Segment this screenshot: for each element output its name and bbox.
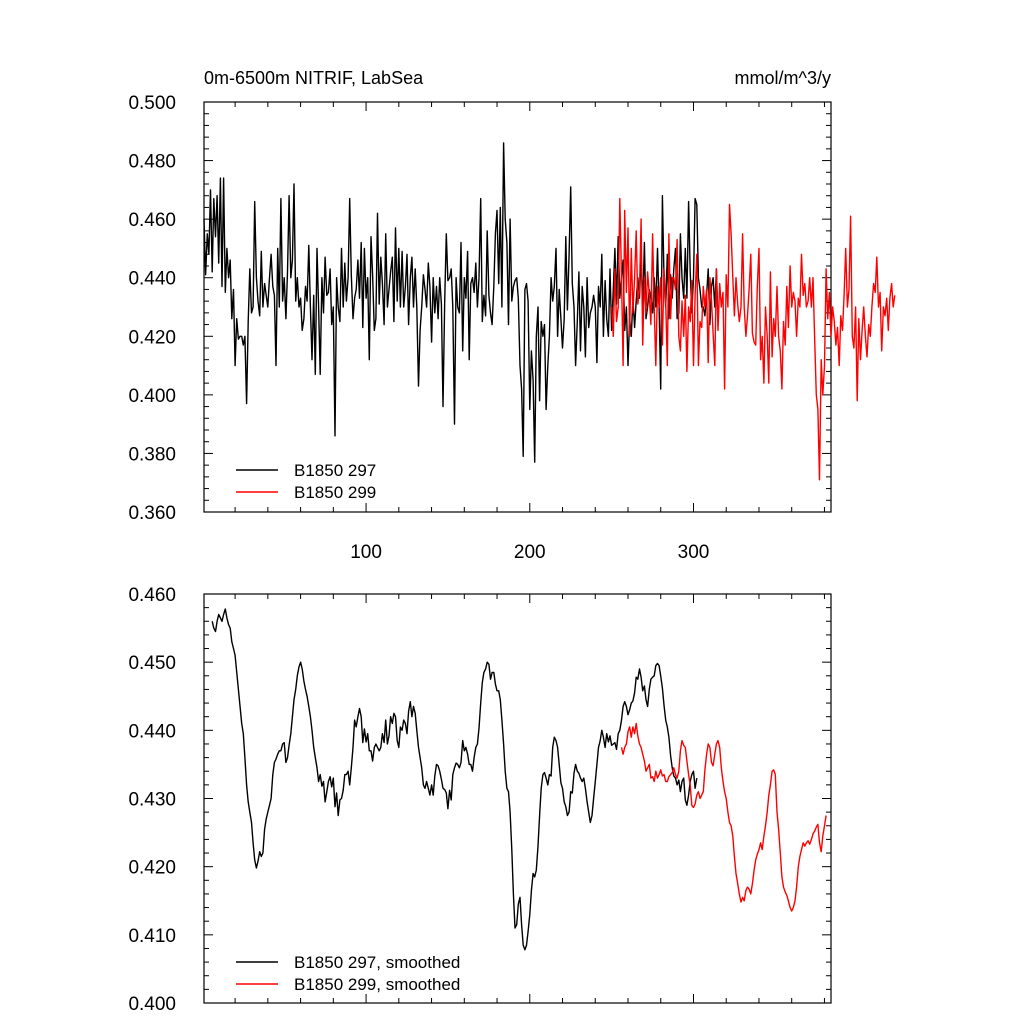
bottom-plot: 0.400 0.410 0.420 0.430 0.440 0.450 0.460 B1850… [128, 585, 832, 1015]
legend-label-1: B1850 297 [294, 461, 376, 480]
legend-label-2: B1850 299, smoothed [294, 975, 460, 994]
plot-frame [203, 593, 832, 1004]
y-tick-label: 0.460 [128, 585, 176, 606]
y-tick-label: 0.410 [128, 926, 176, 947]
series-line-2 [620, 722, 827, 912]
series-line-2 [610, 197, 896, 481]
plot-frame [203, 101, 832, 513]
y-tick-label: 0.480 [128, 152, 176, 173]
y-tick-label: 0.500 [128, 93, 176, 114]
series-line-1 [203, 142, 719, 463]
y-tick-label: 0.440 [128, 721, 176, 742]
top-plot-units: mmol/m^3/y [735, 68, 831, 88]
y-tick-label: 0.380 [128, 444, 176, 465]
y-tick-label: 0.460 [128, 210, 176, 231]
top-plot: 0.360 0.380 0.400 0.420 0.440 0.460 0.480 0.500… [128, 93, 896, 563]
y-tick-label: 0.400 [128, 386, 176, 407]
y-tick-label: 0.440 [128, 269, 176, 290]
y-tick-label: 0.450 [128, 653, 176, 674]
y-tick-label: 0.420 [128, 327, 176, 348]
x-tick-label: 200 [514, 542, 546, 563]
legend-label-1: B1850 297, smoothed [294, 953, 460, 972]
x-tick-label: 300 [678, 542, 710, 563]
x-tick-label: 100 [350, 542, 382, 563]
y-tick-label: 0.420 [128, 858, 176, 879]
legend-label-2: B1850 299 [294, 483, 376, 502]
y-tick-label: 0.430 [128, 790, 176, 811]
y-tick-label: 0.400 [128, 994, 176, 1015]
series-line-1 [211, 608, 698, 951]
y-tick-label: 0.360 [128, 503, 176, 524]
top-plot-title: 0m-6500m NITRIF, LabSea [204, 68, 424, 88]
